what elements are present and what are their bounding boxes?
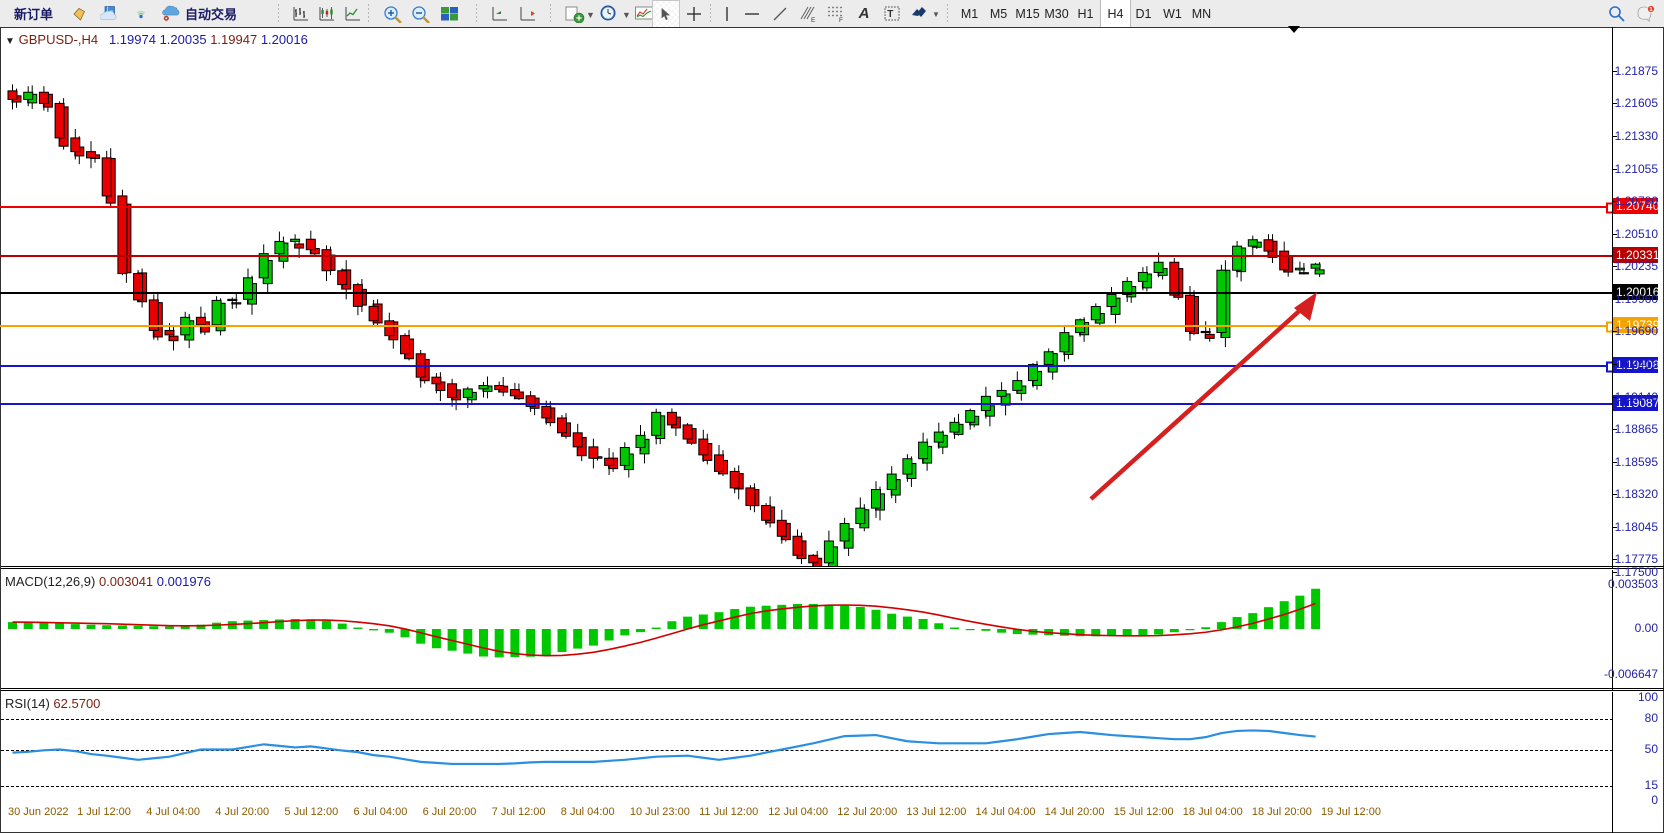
svg-text:T: T: [887, 9, 893, 20]
svg-text:F: F: [839, 17, 843, 22]
svg-text:E: E: [811, 17, 816, 22]
